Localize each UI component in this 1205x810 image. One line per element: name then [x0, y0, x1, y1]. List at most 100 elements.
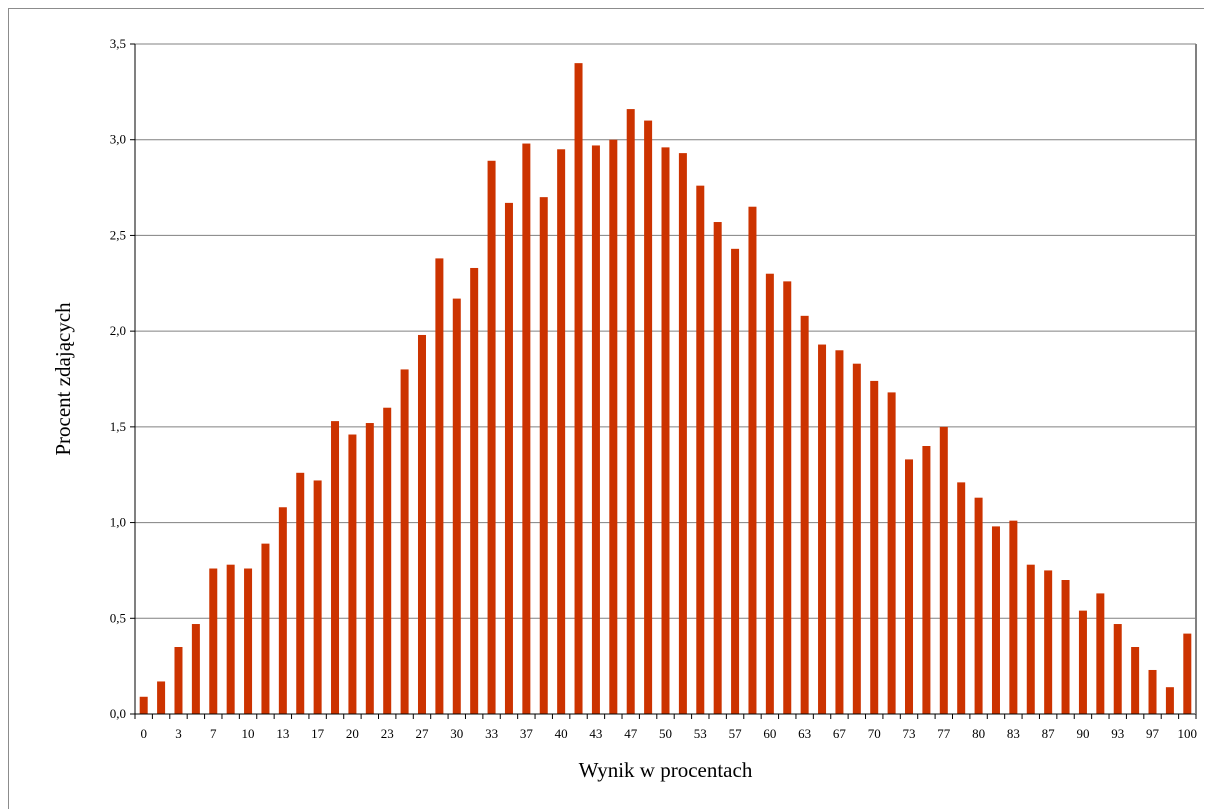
bar — [1113, 624, 1122, 714]
chart-frame — [8, 8, 1204, 809]
x-tick-label: 33 — [485, 726, 498, 741]
bar — [504, 202, 513, 714]
bar — [226, 564, 235, 714]
bar — [626, 109, 635, 715]
x-tick-label: 87 — [1042, 726, 1056, 741]
bar — [209, 568, 218, 714]
x-tick-label: 37 — [520, 726, 534, 741]
bar — [417, 334, 426, 714]
bar — [835, 350, 844, 714]
x-tick-label: 0 — [140, 726, 147, 741]
y-tick-label: 0,5 — [110, 610, 126, 625]
bar — [974, 497, 983, 714]
x-tick-label: 23 — [381, 726, 394, 741]
axes — [130, 43, 1197, 719]
x-tick-label: 97 — [1146, 726, 1160, 741]
x-axis-title: Wynik w procentach — [579, 758, 753, 782]
x-tick-label: 57 — [729, 726, 743, 741]
bar — [1165, 687, 1174, 714]
bar — [487, 160, 496, 714]
bar — [348, 434, 357, 714]
x-tick-label: 90 — [1076, 726, 1089, 741]
x-tick-label: 80 — [972, 726, 985, 741]
x-tick-label: 30 — [450, 726, 463, 741]
bar — [539, 197, 548, 715]
bar — [922, 446, 931, 714]
tick-labels: 0,00,51,01,52,02,53,03,50 3 7 10 13 17 20 23 27 3… — [110, 36, 1197, 741]
bar — [557, 149, 566, 715]
bar — [905, 459, 914, 714]
bar — [783, 281, 792, 714]
x-tick-label: 50 — [659, 726, 672, 741]
x-tick-label: 13 — [276, 726, 289, 741]
bar — [1044, 570, 1053, 714]
x-tick-label: 63 — [798, 726, 811, 741]
bar — [765, 273, 774, 714]
bar — [191, 624, 200, 714]
x-tick-label: 93 — [1111, 726, 1124, 741]
bar — [1078, 610, 1087, 714]
y-axis-title: Procent zdających — [51, 302, 75, 456]
bar — [1183, 633, 1192, 714]
bar — [365, 423, 374, 714]
x-tick-label: 67 — [833, 726, 847, 741]
bar — [957, 482, 966, 714]
bar — [852, 363, 861, 714]
bar — [435, 258, 444, 714]
x-tick-label: 10 — [242, 726, 255, 741]
bar — [1148, 669, 1157, 714]
y-tick-label: 2,0 — [110, 323, 126, 338]
bar — [991, 526, 1000, 714]
x-tick-label: 100 — [1178, 726, 1198, 741]
x-tick-label: 27 — [415, 726, 429, 741]
x-tick-label: 83 — [1007, 726, 1020, 741]
y-tick-label: 0,0 — [110, 706, 126, 721]
bar — [574, 63, 583, 714]
bar — [696, 185, 705, 714]
y-tick-label: 1,5 — [110, 419, 126, 434]
x-tick-label: 17 — [311, 726, 325, 741]
bar — [713, 222, 722, 714]
bar — [678, 153, 687, 715]
bar — [644, 120, 653, 715]
bar — [278, 507, 287, 714]
bar — [591, 145, 600, 714]
y-tick-label: 3,5 — [110, 36, 126, 51]
x-tick-label: 47 — [624, 726, 638, 741]
bar — [522, 143, 531, 715]
bar — [1026, 564, 1035, 714]
bar — [313, 480, 322, 714]
bar — [1061, 580, 1070, 714]
x-tick-label: 20 — [346, 726, 359, 741]
bar — [331, 421, 340, 714]
x-tick-label: 70 — [868, 726, 881, 741]
bar — [470, 267, 479, 714]
bar — [139, 696, 148, 714]
x-tick-label: 77 — [937, 726, 951, 741]
x-tick-label: 53 — [694, 726, 707, 741]
bar — [383, 407, 392, 714]
bar — [400, 369, 409, 714]
bar — [800, 315, 809, 714]
bar — [452, 298, 461, 714]
y-tick-label: 2,5 — [110, 227, 126, 242]
bar — [174, 647, 183, 714]
bar — [1009, 520, 1018, 714]
bar — [731, 248, 740, 715]
bar — [887, 392, 896, 714]
bar — [748, 206, 757, 714]
bar — [1131, 647, 1140, 714]
bars — [139, 63, 1192, 715]
x-tick-label: 40 — [555, 726, 568, 741]
x-tick-label: 7 — [210, 726, 217, 741]
bar — [157, 681, 166, 714]
x-tick-label: 3 — [175, 726, 182, 741]
bar — [818, 344, 827, 714]
x-tick-label: 73 — [903, 726, 916, 741]
y-tick-label: 3,0 — [110, 132, 126, 147]
bar — [261, 543, 270, 714]
bar — [661, 147, 670, 714]
bar — [1096, 593, 1105, 714]
bar — [296, 472, 305, 714]
